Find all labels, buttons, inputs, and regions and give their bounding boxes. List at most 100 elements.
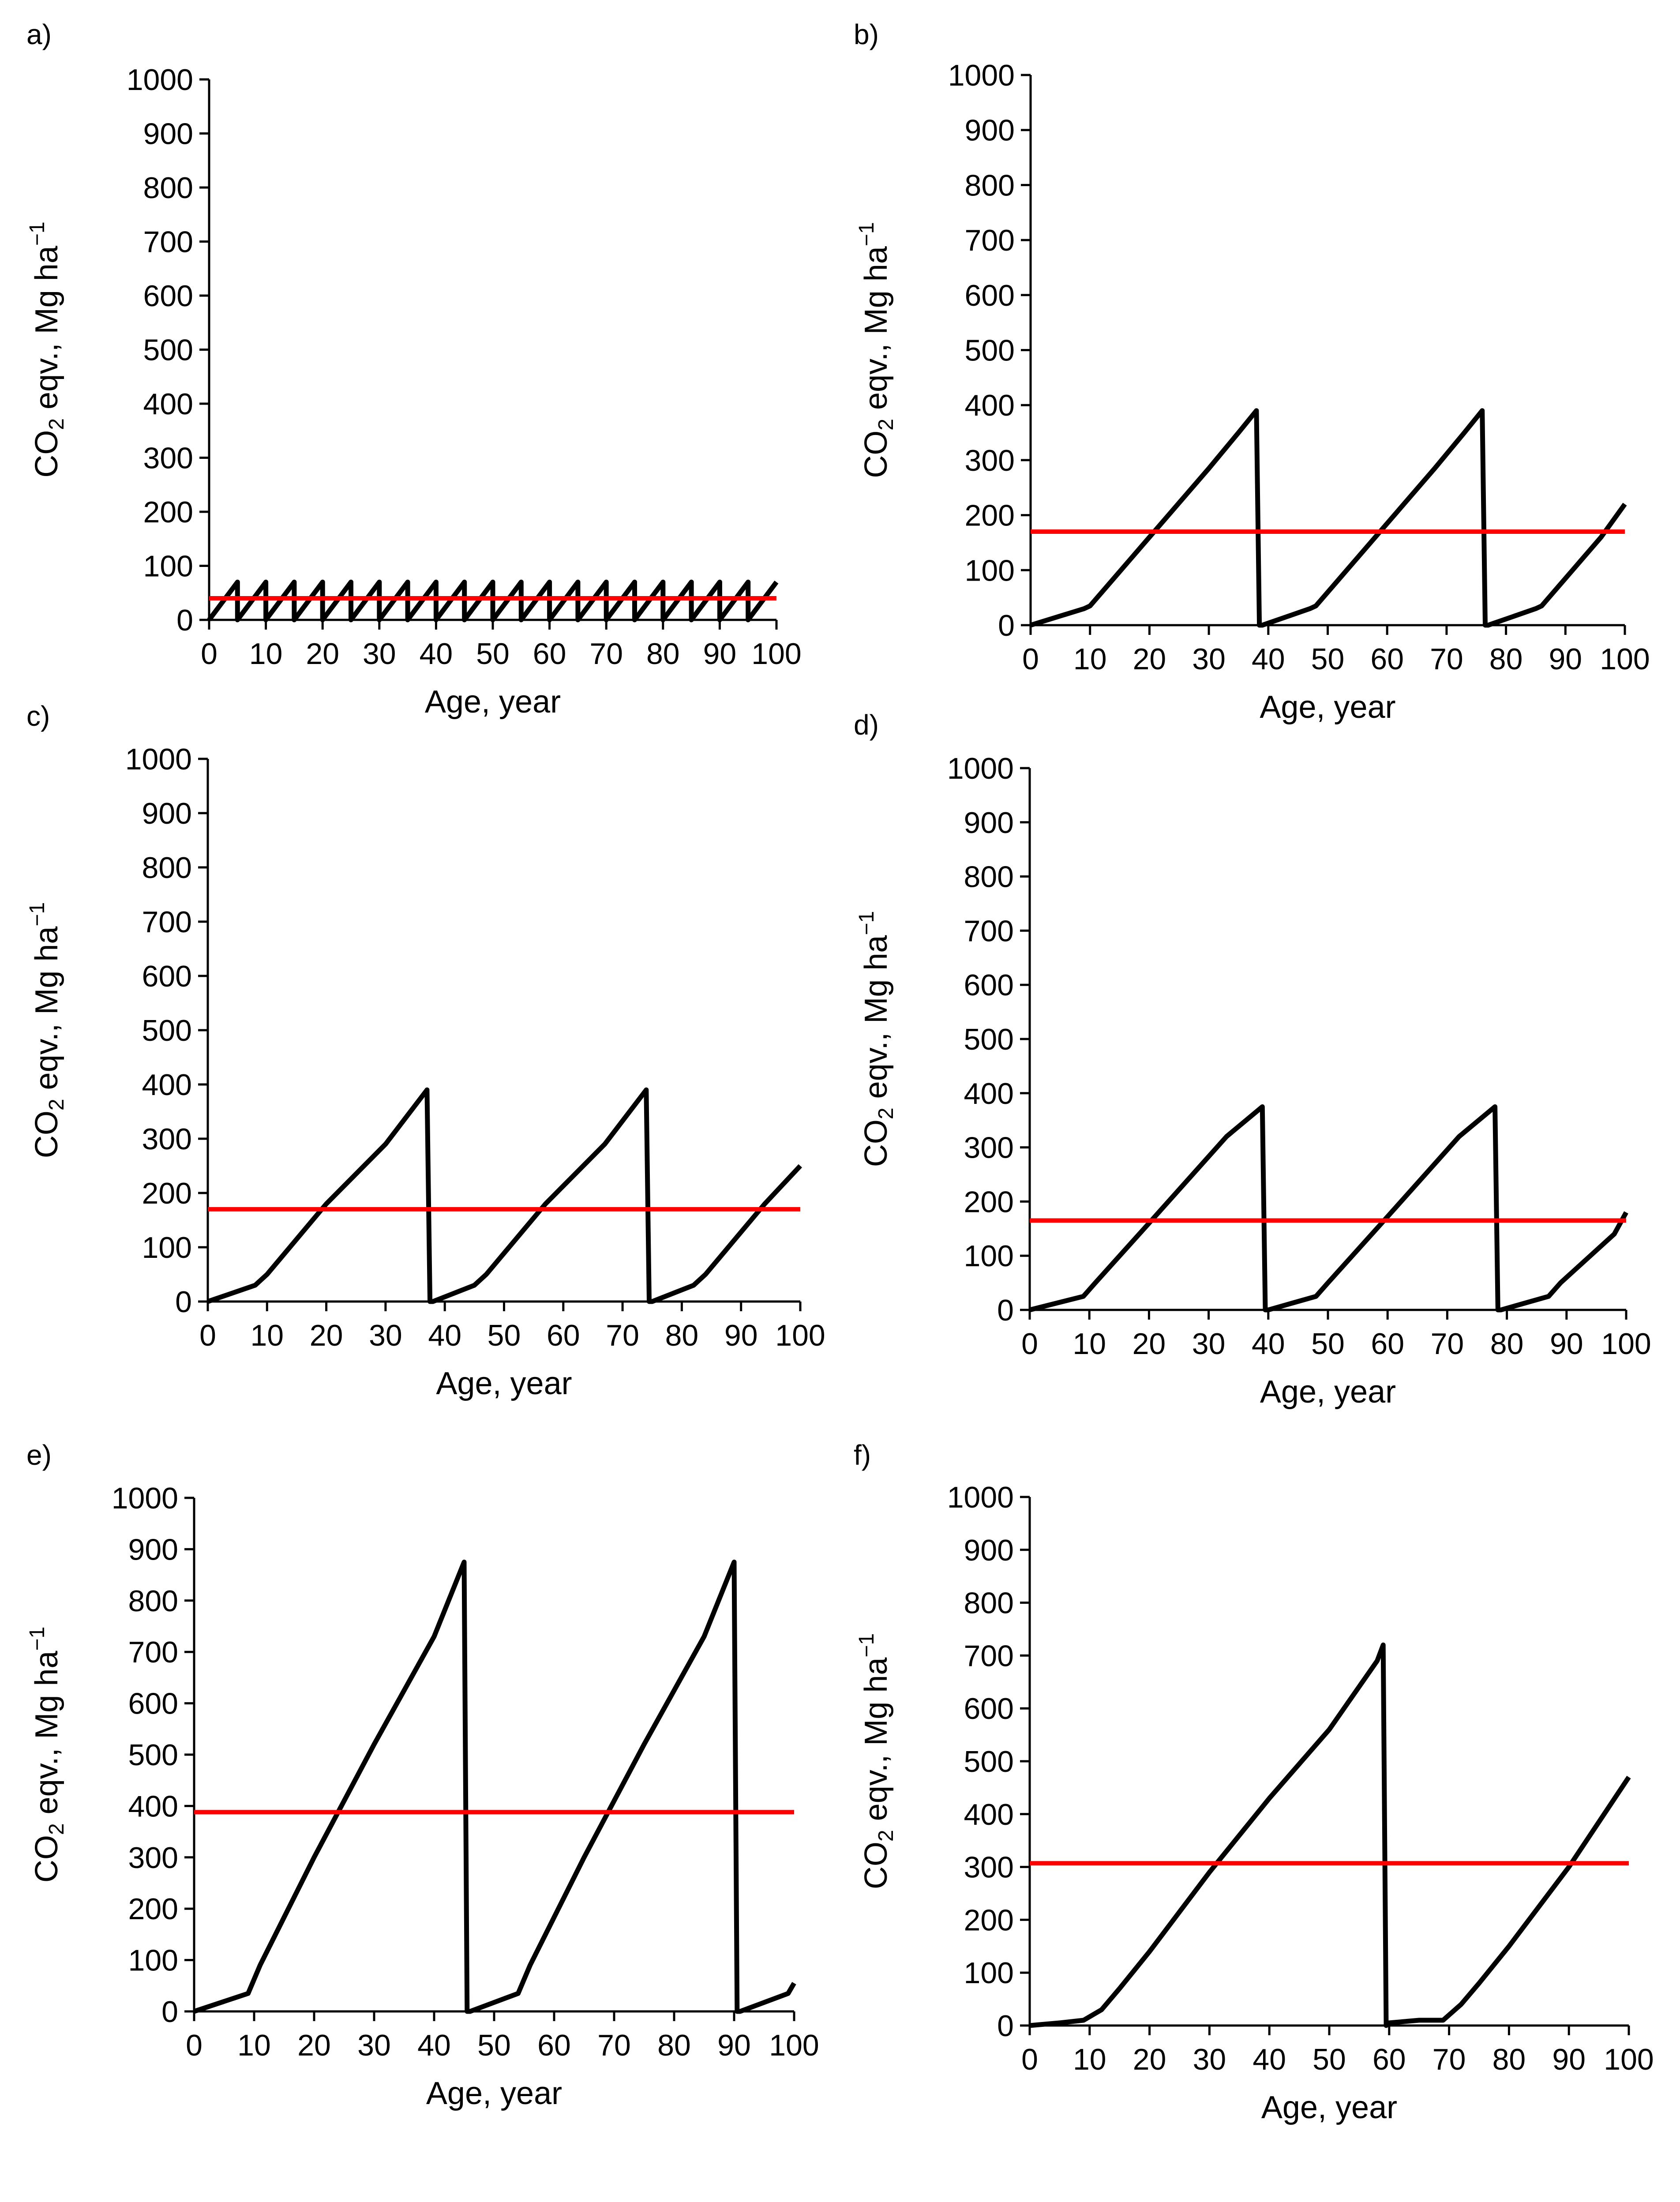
y-axis-title-superscript: −1: [855, 911, 878, 935]
y-tick-label-a: 300: [143, 442, 193, 475]
y-tick-label-a: 500: [143, 334, 193, 367]
y-axis-title-text: eqv., Mg ha: [859, 246, 894, 419]
y-axis-title-c: CO2 eqv., Mg ha−1: [26, 902, 68, 1158]
panel-f: f) 0 100 200 300 400 500 600 700 800 900 1000 0 10 20 3…: [854, 1439, 1654, 2125]
y-axis-title-subscript: 2: [874, 1107, 898, 1119]
y-tick-label-d: 200: [964, 1185, 1014, 1219]
x-tick-label-a: 50: [476, 637, 510, 671]
y-tick-label-c: 300: [142, 1122, 192, 1156]
series-line-d: [1029, 1104, 1628, 1313]
y-axis-title-text: eqv., Mg ha: [29, 1651, 64, 1823]
x-tick-label-e: 10: [237, 2029, 271, 2062]
x-tick-label-c: 30: [369, 1319, 402, 1352]
x-tick-label-d: 80: [1490, 1327, 1524, 1361]
y-axis-title-text: eqv., Mg ha: [29, 245, 64, 418]
y-tick-label-b: 700: [965, 224, 1015, 257]
y-tick-label-b: 200: [965, 499, 1015, 533]
x-tick-label-d: 60: [1371, 1327, 1404, 1361]
y-tick-label-f: 0: [997, 2009, 1014, 2043]
y-tick-label-c: 1000: [125, 743, 192, 776]
x-tick-label-e: 50: [477, 2029, 511, 2062]
y-tick-label-e: 100: [128, 1944, 178, 1977]
x-tick-label-f: 80: [1492, 2043, 1526, 2076]
y-tick-label-f: 200: [964, 1903, 1014, 1937]
panel-label-f: f): [854, 1439, 871, 1471]
y-axis-title-a: CO2 eqv., Mg ha−1: [26, 221, 68, 477]
y-tick-label-c: 500: [142, 1014, 192, 1047]
x-tick-label-b: 40: [1252, 642, 1285, 676]
y-axis-title-subscript: 2: [45, 1823, 68, 1835]
y-tick-label-e: 900: [128, 1533, 178, 1566]
x-tick-label-f: 100: [1604, 2043, 1654, 2076]
panel-label-a: a): [26, 19, 52, 50]
panel-label-c: c): [26, 700, 50, 732]
x-tick-label-c: 50: [488, 1319, 521, 1352]
y-tick-label-c: 200: [142, 1177, 192, 1210]
y-axis-title-superscript: −1: [26, 1627, 49, 1651]
y-axis-title-text: CO: [859, 1119, 894, 1167]
y-tick-label-b: 800: [965, 169, 1015, 202]
y-tick-label-d: 900: [964, 806, 1014, 840]
y-tick-label-a: 1000: [127, 63, 193, 97]
y-tick-label-a: 700: [143, 225, 193, 259]
y-tick-label-f: 100: [964, 1956, 1014, 1990]
x-tick-label-f: 30: [1193, 2043, 1226, 2076]
series-line-a: [207, 579, 779, 623]
x-tick-label-b: 50: [1311, 642, 1345, 676]
y-tick-label-d: 400: [964, 1077, 1014, 1110]
x-tick-label-a: 0: [201, 637, 218, 671]
x-tick-label-f: 0: [1021, 2043, 1038, 2076]
x-tick-label-a: 80: [646, 637, 680, 671]
x-tick-label-a: 30: [363, 637, 396, 671]
x-tick-label-a: 60: [533, 637, 566, 671]
y-tick-label-b: 500: [965, 334, 1015, 368]
x-tick-label-e: 20: [297, 2029, 331, 2062]
x-tick-label-d: 100: [1601, 1327, 1651, 1361]
y-tick-label-e: 400: [128, 1789, 178, 1823]
x-tick-label-b: 80: [1489, 642, 1523, 676]
y-tick-label-c: 600: [142, 960, 192, 993]
y-tick-label-c: 400: [142, 1068, 192, 1102]
y-tick-label-d: 600: [964, 968, 1014, 1002]
x-tick-label-b: 10: [1073, 642, 1107, 676]
x-tick-label-e: 80: [657, 2029, 691, 2062]
y-axis-title-text: CO: [29, 1110, 64, 1158]
x-tick-label-b: 20: [1133, 642, 1166, 676]
x-tick-label-e: 70: [597, 2029, 631, 2062]
x-tick-label-e: 60: [537, 2029, 571, 2062]
y-tick-label-b: 600: [965, 279, 1015, 312]
y-axis-title-text: eqv., Mg ha: [29, 926, 64, 1099]
x-tick-label-a: 100: [751, 637, 801, 671]
x-tick-label-f: 90: [1552, 2043, 1586, 2076]
y-axis-title-subscript: 2: [45, 418, 68, 430]
x-tick-label-a: 40: [420, 637, 453, 671]
y-tick-label-e: 1000: [112, 1482, 178, 1515]
y-axis-title-superscript: −1: [855, 1633, 878, 1658]
panel-label-b: b): [854, 19, 879, 50]
x-tick-label-d: 90: [1550, 1327, 1583, 1361]
x-tick-label-c: 80: [665, 1319, 699, 1352]
y-tick-label-b: 1000: [948, 59, 1015, 92]
y-tick-label-f: 1000: [947, 1481, 1014, 1514]
x-tick-label-f: 10: [1073, 2043, 1106, 2076]
y-tick-label-a: 100: [143, 550, 193, 583]
y-tick-label-d: 100: [964, 1239, 1014, 1273]
x-tick-label-f: 20: [1133, 2043, 1166, 2076]
x-tick-label-c: 100: [775, 1319, 825, 1352]
y-axis-title-text: CO: [29, 430, 64, 478]
x-axis-title-d: Age, year: [1260, 1374, 1396, 1410]
x-axis-title-e: Age, year: [426, 2076, 562, 2111]
x-tick-label-b: 30: [1192, 642, 1226, 676]
y-axis-title-superscript: −1: [26, 221, 49, 246]
y-tick-label-b: 400: [965, 389, 1015, 422]
x-tick-label-c: 70: [606, 1319, 639, 1352]
y-tick-label-f: 900: [964, 1534, 1014, 1567]
panel-b: b) 0 100 200 300 400 500 600 700 800 900 1000 0 10 20 3…: [854, 19, 1650, 725]
y-axis-title-text: CO: [859, 431, 894, 478]
y-tick-label-a: 200: [143, 495, 193, 529]
panel-label-d: d): [854, 709, 879, 741]
x-tick-label-a: 70: [589, 637, 623, 671]
x-tick-label-a: 90: [703, 637, 737, 671]
x-tick-label-d: 40: [1252, 1327, 1285, 1361]
